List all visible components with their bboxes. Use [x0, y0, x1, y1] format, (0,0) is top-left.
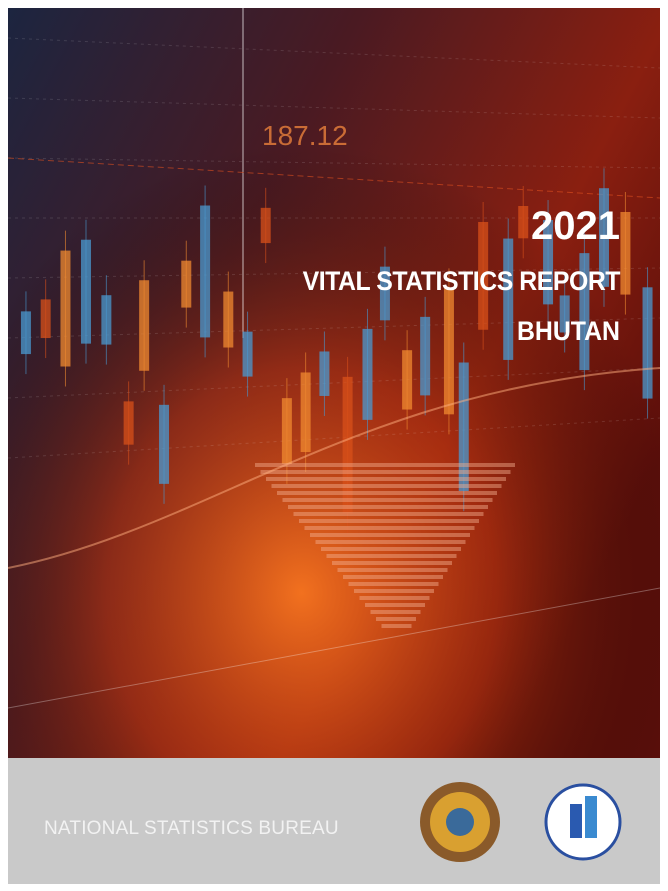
page-body: 187.12 2021 VITAL STATISTICS REPORT BHUT… [0, 0, 668, 891]
decoration [376, 617, 416, 621]
decoration [643, 287, 653, 398]
decoration [81, 240, 91, 344]
decoration [362, 329, 372, 420]
decoration [360, 596, 430, 600]
decoration [21, 311, 31, 354]
decoration [288, 505, 488, 509]
decoration [332, 561, 452, 565]
decoration [382, 624, 412, 628]
decoration [223, 292, 233, 348]
decoration [243, 332, 253, 377]
decoration [327, 554, 457, 558]
decoration [261, 208, 271, 243]
decoration [420, 317, 430, 396]
decoration [266, 477, 506, 481]
decoration [338, 568, 448, 572]
decoration [518, 206, 528, 238]
decoration [305, 526, 475, 530]
decoration [283, 498, 493, 502]
decoration [139, 280, 149, 371]
decoration [365, 603, 425, 607]
decoration [181, 261, 191, 308]
decoration [444, 288, 454, 414]
decoration [349, 582, 439, 586]
decoration [299, 519, 479, 523]
decoration [60, 251, 70, 367]
decoration [343, 575, 443, 579]
decoration [620, 212, 630, 295]
decoration [310, 533, 470, 537]
decoration [282, 398, 292, 464]
report-year: 2021 [531, 204, 620, 249]
decoration [261, 470, 511, 474]
decoration [316, 540, 466, 544]
nsb-bar [570, 804, 582, 838]
nsb-bar [585, 796, 597, 838]
decoration [319, 351, 329, 396]
decoration [503, 239, 513, 360]
decoration [272, 484, 502, 488]
decoration [277, 491, 497, 495]
decoration [371, 610, 421, 614]
decoration [294, 512, 484, 516]
decoration [321, 547, 461, 551]
report-title: VITAL STATISTICS REPORT [303, 266, 620, 297]
decoration [101, 295, 111, 344]
background-figure: 187.12 [262, 120, 348, 152]
decoration [301, 372, 311, 452]
report-country: BHUTAN [517, 316, 620, 347]
decoration [124, 401, 134, 444]
decoration [255, 463, 515, 467]
decoration [159, 405, 169, 484]
decoration [402, 350, 412, 409]
decoration [200, 206, 210, 338]
page: {"cover": {"year": "2021", "title": "VIT… [0, 0, 668, 891]
publisher: NATIONAL STATISTICS BUREAU [44, 818, 339, 840]
decoration [354, 589, 434, 593]
emblem-center [446, 808, 474, 836]
decoration [41, 299, 51, 338]
nsb-logo [546, 785, 620, 859]
